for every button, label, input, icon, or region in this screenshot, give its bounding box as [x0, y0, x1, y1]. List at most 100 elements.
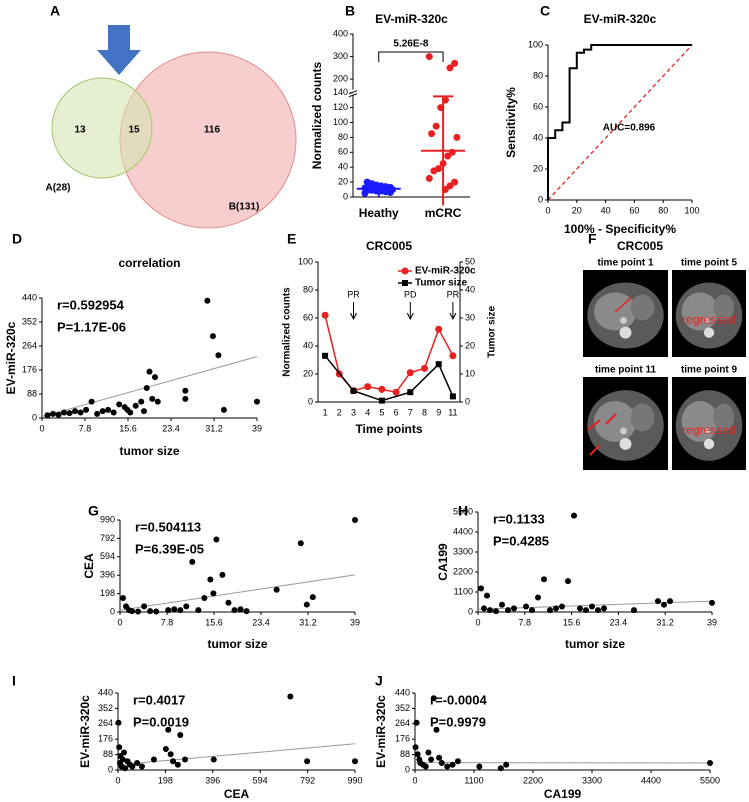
- point: [153, 608, 160, 615]
- point: [120, 749, 127, 756]
- panel-label: D: [12, 231, 22, 247]
- set-count: 13: [74, 125, 86, 136]
- y-tick-label: 120: [333, 102, 348, 112]
- y-tick-label: 0: [465, 396, 470, 406]
- y-tick-label: 198: [100, 588, 115, 598]
- x-tick-label: 20: [572, 205, 582, 215]
- point: [135, 608, 142, 615]
- image-label: time point 11: [595, 365, 657, 376]
- lesion-marker: [614, 296, 633, 313]
- point: [146, 368, 153, 375]
- point: [116, 744, 123, 751]
- point: [204, 297, 211, 304]
- point: [254, 398, 260, 405]
- y-tick-label: 440: [98, 687, 113, 697]
- point: [165, 607, 172, 614]
- x-axis-label: CEA: [224, 787, 250, 801]
- y2-axis-label: Tumor size: [487, 306, 498, 358]
- x-tick-label: 4400: [641, 775, 661, 785]
- y-tick-label: 10: [465, 368, 475, 378]
- point: [438, 760, 445, 766]
- ct-spine: [619, 438, 632, 450]
- x-tick-label: 4: [365, 407, 370, 417]
- ct-organ: [630, 294, 655, 321]
- lesion-arrow: [605, 413, 617, 425]
- point: [529, 607, 535, 614]
- ct-liver: [594, 401, 637, 442]
- y-tick-label: 0: [343, 191, 348, 201]
- x-tick-label: 31.2: [205, 423, 223, 433]
- annotation: r=0.1133: [493, 511, 545, 526]
- x-tick-label: 100: [684, 205, 699, 215]
- y-tick-label: 5500: [453, 506, 473, 516]
- ct-organ: [713, 403, 735, 432]
- point: [55, 411, 62, 418]
- y-tick-label: 4400: [453, 526, 473, 536]
- trend-line: [41, 356, 258, 418]
- y-tick-label: 200: [333, 74, 348, 84]
- marker: [407, 389, 414, 396]
- x-tick-label: 9: [436, 407, 441, 417]
- point: [183, 603, 190, 610]
- marker: [449, 393, 456, 400]
- panel-label: A: [50, 3, 60, 19]
- y-tick-label: 60: [533, 101, 543, 111]
- y-tick-label: 0: [108, 764, 113, 774]
- x-tick-label: 31.2: [656, 617, 674, 627]
- point: [207, 576, 214, 583]
- point: [487, 607, 493, 614]
- point: [225, 599, 232, 606]
- point: [220, 406, 227, 413]
- annotation: r=-0.0004: [430, 692, 488, 707]
- point: [219, 571, 226, 578]
- set-name: A(28): [45, 183, 70, 194]
- dot: [430, 167, 438, 175]
- point: [134, 760, 141, 766]
- y-tick-label: 0: [308, 396, 313, 406]
- point: [94, 410, 101, 417]
- point: [571, 512, 577, 519]
- x-tick-label: 0: [117, 617, 122, 627]
- x-tick-label: 198: [158, 775, 173, 785]
- x-axis-label: Time points: [355, 422, 422, 436]
- y-axis-label: CEA: [82, 553, 96, 579]
- point: [422, 763, 429, 770]
- point: [141, 603, 148, 610]
- point: [50, 410, 57, 417]
- point: [297, 540, 304, 547]
- point: [414, 751, 421, 758]
- point: [182, 387, 189, 394]
- trend-line: [477, 600, 713, 610]
- legend-marker: [401, 267, 409, 275]
- annotation: PD: [404, 289, 417, 299]
- point: [444, 763, 451, 770]
- point: [210, 756, 217, 763]
- roc-curve: [547, 44, 692, 200]
- y-tick-label: 3300: [453, 546, 473, 556]
- y-tick-label: 990: [100, 514, 115, 524]
- y-axis-label: EV-miR-320c: [374, 695, 388, 768]
- x-tick-label: 0: [475, 617, 480, 627]
- point: [523, 603, 529, 610]
- set-circle: [51, 77, 153, 179]
- annotation-arrowhead: [350, 312, 357, 321]
- x-tick-label: 0: [545, 205, 550, 215]
- y-tick-label: 594: [100, 551, 115, 561]
- annotation: PR: [447, 289, 460, 299]
- y-tick-label: 792: [100, 533, 115, 543]
- point: [547, 607, 553, 614]
- point: [273, 586, 280, 593]
- dot: [451, 59, 459, 67]
- dot: [432, 122, 440, 130]
- significance-bracket: [378, 51, 444, 62]
- y-axis-label: CA199: [436, 543, 450, 581]
- point: [476, 763, 483, 770]
- point: [129, 608, 136, 615]
- ct-spine: [619, 326, 632, 339]
- marker: [350, 387, 357, 394]
- chart-title: EV-miR-320c: [584, 12, 657, 26]
- chart-title: CRC005: [617, 239, 663, 253]
- point: [237, 606, 244, 613]
- y-tick-label: 50: [465, 256, 475, 266]
